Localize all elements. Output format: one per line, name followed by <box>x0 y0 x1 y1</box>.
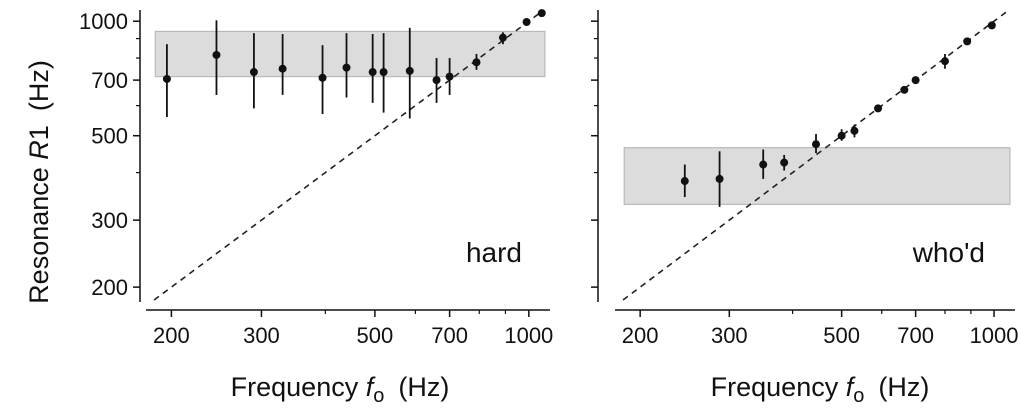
x-tick-label-hard-700: 700 <box>431 323 468 348</box>
data-point-whod-7 <box>874 104 883 113</box>
x-axis-label-left-unit: (Hz) <box>398 372 449 402</box>
data-point-whod-0 <box>680 177 689 186</box>
shaded-band-whod <box>623 147 1011 205</box>
reference-line-whod <box>622 9 1010 301</box>
data-point-whod-12 <box>987 21 996 30</box>
panel-label-hard: hard <box>466 237 522 268</box>
y-tick-label-200: 200 <box>91 275 128 300</box>
x-axis-label-right: Frequency fo (Hz) <box>711 372 930 407</box>
data-point-whod-11 <box>963 37 972 46</box>
x-tick-label-whod-700: 700 <box>897 323 934 348</box>
data-point-hard-10 <box>445 72 454 81</box>
data-point-hard-6 <box>368 68 377 77</box>
x-tick-label-whod-1000: 1000 <box>970 323 1019 348</box>
data-point-hard-14 <box>537 9 546 18</box>
y-axis-label-unit: (Hz) <box>24 60 54 111</box>
x-tick-label-whod-300: 300 <box>711 323 748 348</box>
x-axis-label-left: Frequency fo (Hz) <box>231 372 450 407</box>
y-tick-label-500: 500 <box>91 124 128 149</box>
data-point-whod-1 <box>715 174 724 183</box>
x-axis-label-right-unit: (Hz) <box>878 372 929 402</box>
data-point-hard-8 <box>405 66 414 75</box>
data-point-whod-2 <box>759 160 768 169</box>
x-axis-label-right-prefix: Frequency <box>711 372 846 402</box>
x-tick-label-whod-200: 200 <box>622 323 659 348</box>
data-point-hard-2 <box>249 68 258 77</box>
panel-whod: 200 300 500 700 1000 who'd <box>591 9 1019 348</box>
data-point-hard-3 <box>278 64 287 73</box>
x-axis-label-right-subscript: o <box>853 385 864 407</box>
data-point-whod-3 <box>780 158 789 167</box>
x-tick-label-hard-1000: 1000 <box>504 323 553 348</box>
data-point-whod-4 <box>812 140 821 149</box>
data-point-hard-9 <box>432 76 441 85</box>
x-axis-label-right-variable: f <box>846 372 856 402</box>
data-point-hard-13 <box>522 18 531 27</box>
data-point-hard-0 <box>162 74 171 83</box>
data-point-hard-4 <box>318 73 327 82</box>
y-tick-label-300: 300 <box>91 208 128 233</box>
data-point-hard-1 <box>212 50 221 59</box>
data-point-whod-6 <box>850 126 859 135</box>
panel-label-whod: who'd <box>912 237 985 268</box>
y-axis-label-variable: R <box>24 140 54 160</box>
data-point-hard-12 <box>498 33 507 42</box>
x-tick-label-whod-500: 500 <box>823 323 860 348</box>
y-tick-label-700: 700 <box>91 68 128 93</box>
data-point-hard-5 <box>342 63 351 72</box>
x-tick-label-hard-200: 200 <box>153 323 190 348</box>
x-axis-label-left-subscript: o <box>373 385 384 407</box>
x-axis-label-left-prefix: Frequency <box>231 372 366 402</box>
y-axis-label: Resonance R1 (Hz) <box>24 60 54 304</box>
panel-hard: 200 300 500 700 1000 200 300 500 700 1000 hard <box>79 9 553 348</box>
y-axis-label-subscript: 1 <box>24 125 54 140</box>
reference-line-hard <box>153 9 545 301</box>
x-axis-label-left-variable: f <box>366 372 376 402</box>
data-point-whod-10 <box>940 57 949 66</box>
x-tick-label-hard-300: 300 <box>243 323 280 348</box>
y-axis-label-prefix: Resonance <box>24 160 54 304</box>
data-point-hard-11 <box>472 58 481 67</box>
data-point-whod-8 <box>900 85 909 94</box>
data-point-whod-5 <box>837 131 846 140</box>
x-tick-label-hard-500: 500 <box>357 323 394 348</box>
data-point-hard-7 <box>379 68 388 77</box>
y-tick-label-1000: 1000 <box>79 9 128 34</box>
data-point-whod-9 <box>911 76 920 85</box>
